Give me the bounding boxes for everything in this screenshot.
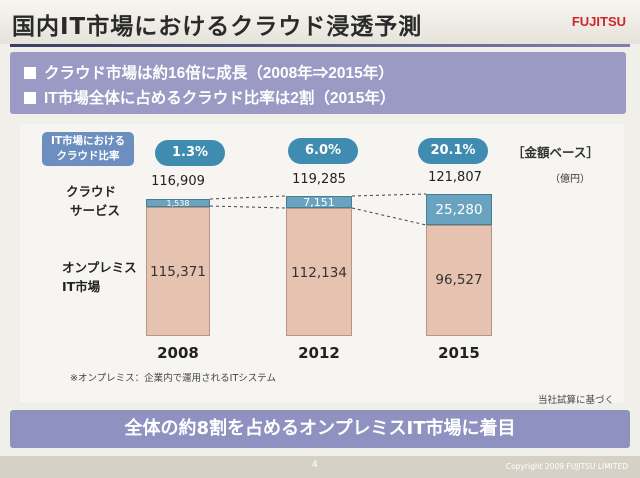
bar-onprem-2008: 115,371 <box>146 207 210 336</box>
summary-bullet-1-text: クラウド市場は約16倍に成長（2008年⇒2015年） <box>44 65 394 82</box>
ratio-pill-2008: 1.3% <box>155 140 225 166</box>
bar-onprem-2015: 96,527 <box>426 225 492 336</box>
bar-cloud-2015-value: 25,280 <box>435 202 483 218</box>
bar-onprem-2008-value: 115,371 <box>150 264 206 280</box>
cloud-service-label-line1: クラウド <box>66 184 117 199</box>
onprem-market-label: オンプレミス IT市場 <box>62 258 137 296</box>
cloud-ratio-tag-line1: IT市場における <box>50 135 126 147</box>
conclusion-banner: 全体の約8割を占めるオンプレミスIT市場に着目 <box>10 410 630 448</box>
year-label-2012: 2012 <box>298 344 340 362</box>
summary-bullet-2-text: IT市場全体に占めるクラウド比率は2割（2015年） <box>44 90 396 107</box>
copyright: Copyright 2009 FUJITSU LIMITED <box>505 462 628 471</box>
square-bullet-icon <box>24 92 36 104</box>
ratio-pill-2015: 20.1% <box>418 138 488 164</box>
cloud-ratio-tag: IT市場における クラウド比率 <box>42 132 134 166</box>
footer-bar <box>0 456 640 478</box>
bar-cloud-2015: 25,280 <box>426 194 492 225</box>
title-divider <box>10 44 630 47</box>
page-number: 4 <box>312 460 318 470</box>
year-label-2015: 2015 <box>438 344 480 362</box>
connector-bottom-2012-2015 <box>351 207 427 226</box>
bar-onprem-2015-value: 96,527 <box>435 272 483 288</box>
summary-box: クラウド市場は約16倍に成長（2008年⇒2015年） IT市場全体に占めるクラ… <box>10 52 626 114</box>
connector-top-2008-2012 <box>209 195 287 200</box>
square-bullet-icon <box>24 67 36 79</box>
year-label-2008: 2008 <box>157 344 199 362</box>
basis-label: ［金額ベース］ <box>512 145 599 160</box>
connector-bottom-2008-2012 <box>209 205 287 209</box>
bar-onprem-2012: 112,134 <box>286 208 352 336</box>
total-label-2012: 119,285 <box>292 172 346 187</box>
unit-label: （億円） <box>550 174 590 185</box>
footnote: ※オンプレミス：企業内で運用されるITシステム <box>70 373 276 384</box>
source-note: 当社試算に基づく <box>537 395 614 406</box>
cloud-service-label-line2: サービス <box>70 203 121 218</box>
title-bar: 国内IT市場におけるクラウド浸透予測 FUJITSU <box>0 0 640 44</box>
bar-cloud-2012: 7,151 <box>286 196 352 208</box>
cloud-service-label: クラウド サービス <box>66 182 120 220</box>
bar-cloud-2008-value: 1,538 <box>166 199 190 208</box>
onprem-market-label-line2: IT市場 <box>62 279 101 294</box>
slide-title: 国内IT市場におけるクラウド浸透予測 <box>12 14 423 40</box>
total-label-2008: 116,909 <box>151 174 205 189</box>
bar-onprem-2012-value: 112,134 <box>291 265 347 281</box>
onprem-market-label-line1: オンプレミス <box>62 260 137 275</box>
bar-cloud-2012-value: 7,151 <box>303 196 335 209</box>
fujitsu-logo: FUJITSU <box>571 14 626 29</box>
summary-bullet-1: クラウド市場は約16倍に成長（2008年⇒2015年） <box>24 61 394 83</box>
cloud-ratio-tag-line2: クラウド比率 <box>56 150 120 162</box>
ratio-pill-2012: 6.0% <box>288 138 358 164</box>
summary-bullet-2: IT市場全体に占めるクラウド比率は2割（2015年） <box>24 86 395 108</box>
connector-top-2012-2015 <box>351 193 427 197</box>
total-label-2015: 121,807 <box>428 170 482 185</box>
bar-cloud-2008: 1,538 <box>146 199 210 208</box>
